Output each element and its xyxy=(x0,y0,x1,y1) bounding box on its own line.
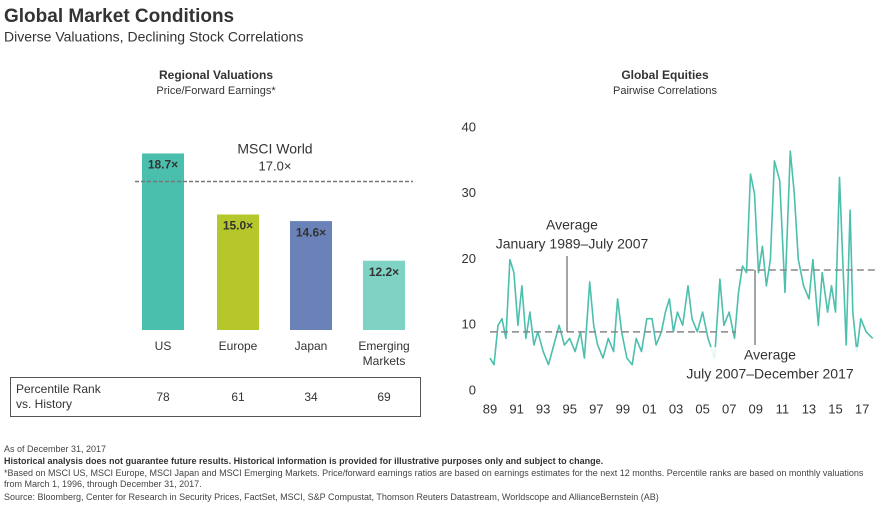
table-value: 34 xyxy=(304,390,318,404)
value-label: 18.7× xyxy=(148,158,178,172)
category-label: Europe xyxy=(218,339,258,353)
series-line xyxy=(489,150,874,366)
chart-subtitle: Pairwise Correlations xyxy=(613,85,717,97)
x-tick-label: 89 xyxy=(483,401,497,416)
category-label: Emerging Markets xyxy=(358,339,410,368)
source-note: Source: Bloomberg, Center for Research i… xyxy=(4,492,659,502)
x-tick-label: 09 xyxy=(749,401,763,416)
annotation-label: Average xyxy=(546,217,598,233)
x-tick-label: 99 xyxy=(616,401,630,416)
annotation-period: January 1989–July 2007 xyxy=(496,236,649,252)
x-tick-label: 03 xyxy=(669,401,683,416)
table-box xyxy=(10,377,421,417)
category-label: US xyxy=(154,339,172,353)
chart-title: Global Equities xyxy=(621,68,709,82)
bar xyxy=(363,260,405,330)
disclaimer: Historical analysis does not guarantee f… xyxy=(4,456,604,466)
value-label: 12.2× xyxy=(369,265,399,279)
x-tick-label: 91 xyxy=(509,401,523,416)
bar xyxy=(217,214,259,330)
page-title: Global Market Conditions xyxy=(4,6,234,27)
table-value: 69 xyxy=(377,390,391,404)
reference-label: MSCI World xyxy=(237,141,312,157)
x-tick-label: 93 xyxy=(536,401,550,416)
annotation-label: Average xyxy=(744,347,796,363)
y-tick-label: 40 xyxy=(462,119,476,134)
x-tick-label: 13 xyxy=(802,401,816,416)
annotation-bg xyxy=(494,217,650,255)
table-value: 61 xyxy=(231,390,245,404)
y-tick-label: 0 xyxy=(469,382,476,397)
reference-value: 17.0× xyxy=(259,158,292,173)
table-label: Percentile Rank vs. History xyxy=(16,382,101,411)
footnote: *Based on MSCI US, MSCI Europe, MSCI Jap… xyxy=(4,468,864,489)
value-label: 14.6× xyxy=(296,225,326,239)
table-value: 78 xyxy=(156,390,170,404)
chart-title: Regional Valuations xyxy=(159,68,273,82)
annotation-period: July 2007–December 2017 xyxy=(686,366,854,382)
bar xyxy=(290,221,332,330)
value-label: 15.0× xyxy=(223,219,253,233)
x-tick-label: 11 xyxy=(776,401,790,416)
y-tick-label: 30 xyxy=(462,185,476,200)
x-tick-label: 17 xyxy=(855,401,869,416)
x-tick-label: 95 xyxy=(563,401,577,416)
y-tick-label: 20 xyxy=(462,251,476,266)
category-label: Japan xyxy=(294,339,328,353)
x-tick-label: 97 xyxy=(589,401,603,416)
x-tick-label: 05 xyxy=(695,401,709,416)
page-subtitle: Diverse Valuations, Declining Stock Corr… xyxy=(4,29,303,45)
x-tick-label: 01 xyxy=(642,401,656,416)
x-tick-label: 07 xyxy=(722,401,736,416)
as-of-note: As of December 31, 2017 xyxy=(4,444,107,454)
x-tick-label: 15 xyxy=(828,401,842,416)
y-tick-label: 10 xyxy=(462,317,476,332)
chart-subtitle: Price/Forward Earnings* xyxy=(156,85,276,97)
bar xyxy=(142,153,184,330)
annotation-bg xyxy=(675,347,865,385)
